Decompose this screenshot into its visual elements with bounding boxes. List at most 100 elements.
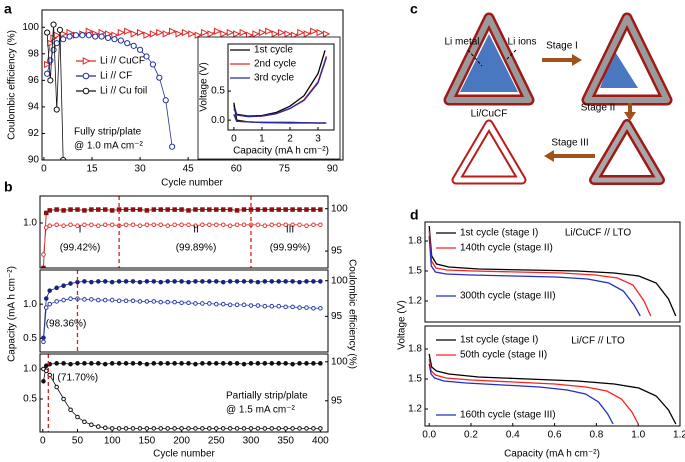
data-point [255, 426, 261, 431]
data-point [310, 27, 318, 35]
y-tick-label: 98 [28, 48, 40, 59]
annotation: (98.36%) [46, 319, 87, 330]
data-point [123, 298, 129, 304]
arrow-head [544, 150, 554, 162]
data-point [276, 361, 282, 366]
series-line [428, 235, 641, 317]
schematic-label: Li ions [508, 37, 537, 48]
data-point [54, 384, 59, 390]
data-point [322, 30, 331, 38]
subplot-title: Li/CuCF // LTO [565, 228, 632, 239]
data-point [233, 30, 241, 38]
data-point [82, 279, 87, 284]
rod-outline [451, 119, 527, 185]
data-point [61, 361, 66, 366]
data-point [297, 207, 302, 212]
data-point [311, 222, 316, 228]
data-point [248, 361, 254, 366]
data-point [79, 32, 86, 39]
x-tick-label: 0 [231, 134, 237, 145]
y-tick-label: 90 [28, 155, 40, 166]
plot-frame [41, 9, 344, 161]
pointer [505, 49, 517, 61]
data-point [47, 223, 53, 228]
data-point [258, 28, 267, 37]
data-point [227, 302, 233, 308]
data-point [143, 53, 150, 60]
data-point [304, 426, 309, 431]
x-tick-label: 1 [259, 134, 265, 145]
data-point [92, 33, 99, 40]
data-point [89, 207, 94, 212]
data-point [193, 279, 198, 284]
x-tick-label: 100 [104, 436, 121, 447]
data-point [102, 361, 108, 367]
data-point [311, 207, 316, 212]
x-tick-label: 0 [41, 164, 47, 175]
data-point [54, 285, 59, 291]
data-point [130, 361, 136, 366]
li-metal-fill [600, 50, 638, 88]
y-axis-label: Voltage (V) [199, 62, 210, 111]
data-point [318, 279, 323, 284]
y-tick-label: 92 [28, 128, 40, 139]
data-point [41, 252, 46, 257]
data-point [41, 339, 46, 345]
data-point [149, 61, 157, 68]
data-point [193, 207, 198, 212]
series-line [428, 363, 614, 425]
data-point [96, 207, 101, 212]
y-tick-label: 1.5 [408, 266, 422, 277]
y-tick-label: 94 [28, 102, 40, 113]
data-point [144, 222, 150, 228]
data-point [172, 279, 177, 284]
data-point [179, 361, 184, 366]
data-point [234, 222, 240, 228]
x-tick-label: 300 [243, 436, 260, 447]
data-point [43, 368, 49, 374]
data-point [136, 28, 145, 37]
data-point [144, 361, 150, 367]
annotation: II [193, 225, 199, 236]
data-point [220, 30, 228, 38]
x-tick-label: 1.0 [631, 430, 645, 441]
data-point [130, 30, 138, 38]
data-point [283, 222, 288, 228]
series-line [46, 24, 64, 160]
x-axis-label: Cycle number [153, 449, 215, 460]
data-point [158, 299, 164, 305]
x-tick-label: 2 [287, 134, 293, 145]
data-point [117, 37, 124, 44]
plot-frame [424, 221, 681, 323]
annotation: @ 1.0 mA cm⁻² [74, 141, 143, 152]
data-point [89, 422, 94, 428]
data-point [304, 223, 309, 228]
data-point [241, 279, 247, 284]
data-point [130, 279, 136, 284]
data-point [172, 299, 177, 305]
data-point [165, 426, 170, 431]
data-point [220, 279, 226, 285]
data-point [95, 279, 101, 284]
data-point [68, 222, 73, 228]
data-point [265, 27, 273, 35]
data-point [158, 361, 164, 366]
data-point [117, 28, 126, 37]
data-point [304, 305, 309, 310]
data-point [123, 222, 129, 228]
data-point [186, 361, 191, 366]
data-point [304, 207, 309, 212]
data-point [297, 305, 302, 310]
x-tick-label: 200 [173, 436, 190, 447]
legend-label: Li // CuCF [100, 56, 145, 67]
data-point [188, 30, 196, 38]
data-point [137, 299, 143, 304]
data-point [130, 426, 136, 431]
data-point [283, 361, 288, 366]
annotation: @ 1.5 mA cm⁻² [226, 405, 295, 416]
x-tick-label: 400 [312, 436, 329, 447]
x-tick-label: 75 [279, 164, 291, 175]
data-point [82, 361, 87, 366]
data-point [207, 279, 212, 284]
